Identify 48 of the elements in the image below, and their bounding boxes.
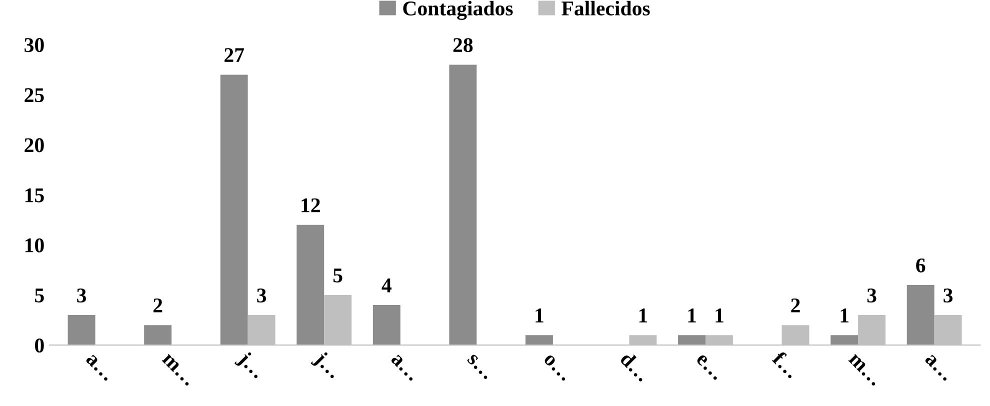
data-label: 4	[382, 278, 392, 292]
data-label: 3	[257, 288, 266, 302]
data-label: 1	[840, 308, 848, 322]
data-label: 2	[791, 298, 800, 312]
data-label: 1	[639, 308, 648, 322]
x-tick-label: j…	[310, 350, 343, 382]
data-label: 1	[688, 308, 696, 322]
bar	[678, 335, 706, 346]
bar	[830, 335, 858, 346]
data-label: 2	[153, 298, 162, 312]
x-tick-label: a…	[85, 354, 113, 382]
y-tick-label: 15	[25, 188, 44, 202]
x-tick-label: a…	[390, 354, 418, 382]
y-tick-label: 5	[35, 288, 44, 302]
x-tick-label: s…	[466, 354, 493, 380]
bar	[372, 305, 400, 346]
x-tick-label: a…	[924, 354, 952, 382]
bar	[449, 64, 477, 346]
bar	[525, 335, 553, 346]
bar	[68, 315, 96, 346]
bar	[906, 285, 934, 346]
x-tick-label: e…	[696, 354, 722, 380]
data-label: 3	[944, 288, 953, 302]
y-tick-label: 0	[35, 338, 44, 353]
x-tick-label: f…	[771, 350, 800, 379]
bar	[144, 325, 172, 346]
legend-label: Fallecidos	[562, 0, 650, 16]
data-label: 6	[916, 258, 926, 272]
x-tick-label: m…	[162, 354, 194, 386]
bar	[296, 224, 324, 346]
y-tick-label: 30	[24, 38, 44, 52]
data-label: 27	[224, 48, 244, 62]
y-tick-label: 25	[24, 88, 44, 102]
y-tick-label: 10	[25, 238, 44, 252]
data-label: 5	[333, 268, 342, 282]
x-tick-label: d…	[619, 350, 651, 382]
data-label: 12	[302, 198, 320, 212]
data-label: 1	[536, 308, 544, 322]
bar	[220, 74, 248, 346]
data-label: 28	[453, 38, 473, 52]
x-tick-label: j…	[234, 350, 266, 382]
data-label: 3	[867, 288, 876, 302]
y-tick-label: 20	[24, 138, 44, 152]
data-label: 3	[77, 288, 86, 302]
x-tick-label: m…	[848, 354, 881, 386]
x-tick-label: o…	[543, 354, 571, 382]
legend-label: Contagiados	[403, 0, 513, 20]
data-label: 1	[716, 308, 724, 322]
